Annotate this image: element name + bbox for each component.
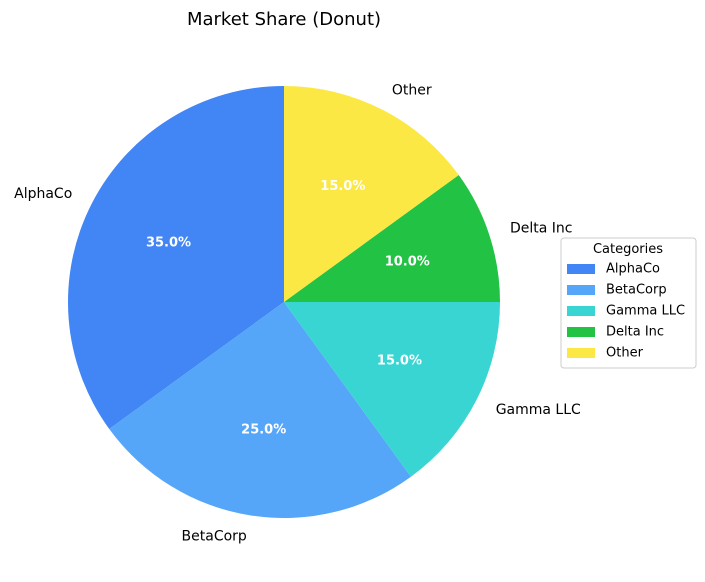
slice-alphaco xyxy=(67,86,284,429)
slice-labels: AlphaCo 35.0% BetaCorp 25.0% Gamma LLC 15.0% D… xyxy=(14,82,581,544)
slice-percent-other: 15.0% xyxy=(320,179,365,194)
legend-items: AlphaCo BetaCorp Gamma LLC Delta Inc Other xyxy=(567,262,685,361)
slice-percent-delta-inc: 10.0% xyxy=(385,254,430,269)
slice-label-betacorp: BetaCorp xyxy=(182,529,247,545)
legend-swatch-alphaco xyxy=(567,264,595,274)
legend-label-delta-inc: Delta Inc xyxy=(606,325,664,340)
slice-delta-inc xyxy=(284,175,500,302)
legend-label-betacorp: BetaCorp xyxy=(606,283,667,298)
legend-swatch-other xyxy=(567,348,595,358)
legend-label-alphaco: AlphaCo xyxy=(606,262,660,277)
legend-label-gamma-llc: Gamma LLC xyxy=(606,304,685,319)
legend-swatch-betacorp xyxy=(567,285,595,295)
slice-percent-gamma-llc: 15.0% xyxy=(377,353,422,368)
chart-title: Market Share (Donut) xyxy=(187,9,381,30)
slice-other xyxy=(284,85,459,302)
legend-swatch-gamma-llc xyxy=(567,306,595,316)
slice-percent-alphaco: 35.0% xyxy=(146,236,191,251)
slice-label-other: Other xyxy=(392,82,432,98)
slice-percent-betacorp: 25.0% xyxy=(241,423,286,438)
slice-label-delta-inc: Delta Inc xyxy=(510,221,573,237)
slice-label-gamma-llc: Gamma LLC xyxy=(496,402,581,418)
legend-label-other: Other xyxy=(606,346,644,361)
legend-title: Categories xyxy=(593,242,663,257)
legend: Categories AlphaCo BetaCorp Gamma LLC Delta… xyxy=(560,237,697,369)
slice-gamma-llc xyxy=(284,302,500,477)
pie-slices xyxy=(67,85,500,518)
slice-betacorp xyxy=(109,302,411,518)
legend-swatch-delta-inc xyxy=(567,327,595,337)
slice-label-alphaco: AlphaCo xyxy=(14,186,72,202)
